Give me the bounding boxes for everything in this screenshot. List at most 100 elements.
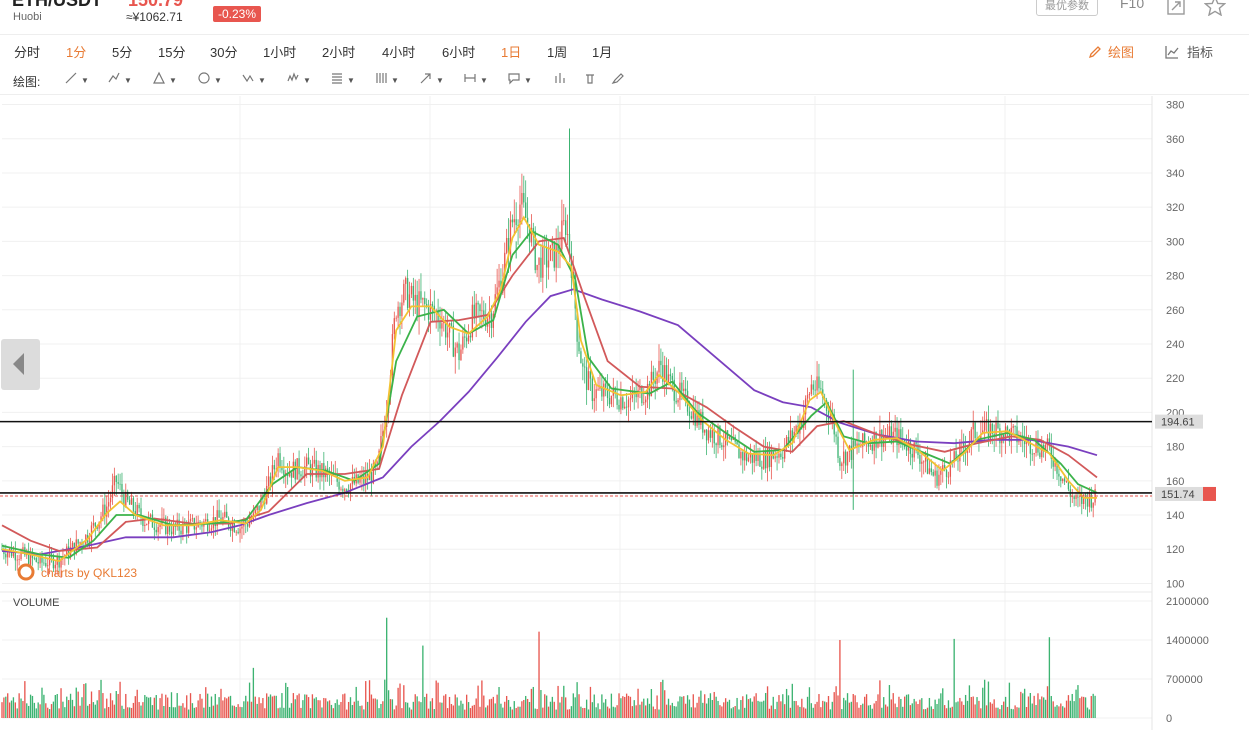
triangle-tool-button[interactable]: ▼ [152,71,177,86]
volume-bar [439,702,441,718]
tab-9[interactable]: 1日 [501,45,522,60]
tab-2[interactable]: 5分 [112,45,133,60]
circle-icon [198,72,210,84]
volume-bar [90,691,93,718]
fib-tool-button[interactable]: ▼ [330,71,355,86]
volume-bar [829,709,832,718]
volume-bar [942,688,944,718]
volume-bar [911,703,913,718]
measure-tool-button[interactable]: ▼ [463,71,488,86]
candle [639,379,641,399]
best-params-button[interactable]: 最优参数 [1036,0,1098,16]
delete-tool-button[interactable] [583,71,597,86]
candlestick-chart[interactable]: 3803603403203002802602402202001801601401… [0,96,1249,730]
candle [625,393,628,416]
draw-button[interactable]: 绘图 [1088,42,1134,61]
volume-bar [231,705,234,718]
circle-tool-button[interactable]: ▼ [197,71,222,86]
volume-bar [1086,707,1089,718]
tab-10[interactable]: 1周 [547,45,568,60]
volume-bar [48,709,51,718]
volume-bar [980,708,982,718]
candle [294,459,296,484]
volume-bar [532,686,534,718]
volume-bar [5,696,7,718]
candle [431,301,434,323]
wave-tool-button[interactable]: ▼ [286,71,311,86]
candle [947,471,950,485]
draw-button-label: 绘图 [1108,45,1135,60]
volume-bar [450,703,453,718]
volume-bar [355,686,357,718]
tab-0[interactable]: 分时 [14,45,41,60]
volume-bar [123,708,125,718]
tab-6[interactable]: 2小时 [322,45,356,60]
volume-bar [147,697,150,718]
volume-bar [850,701,853,718]
volume-bar [100,679,102,718]
candle [399,302,401,335]
tab-11[interactable]: 1月 [592,45,613,60]
candle [525,180,527,219]
tab-4[interactable]: 30分 [210,45,238,60]
volume-bar [784,704,786,718]
tab-3[interactable]: 15分 [158,45,186,60]
volume-bar [395,705,397,718]
chevron-down-icon: ▼ [347,76,355,85]
volume-bar [867,705,870,718]
tab-7[interactable]: 4小时 [382,45,416,60]
line-tool-button[interactable]: ▼ [64,71,89,86]
volume-bar [825,702,828,718]
multi-line-tool-button[interactable]: ▼ [107,71,132,86]
candle [1052,445,1054,479]
volume-bar [285,682,287,718]
volume-bar [374,698,376,718]
tab-5[interactable]: 1小时 [263,45,297,60]
expand-icon[interactable] [1166,0,1186,21]
volume-bar [983,679,986,718]
candle [290,472,293,488]
position-tool-button[interactable] [553,71,567,86]
arrow-tool-button[interactable]: ▼ [419,71,444,86]
candle [557,225,559,269]
tab-1[interactable]: 1分 [66,45,87,60]
volume-bar [75,687,77,718]
candle [768,441,771,472]
volume-tick: 700000 [1166,674,1203,686]
candle [37,554,39,571]
tab-8[interactable]: 6小时 [442,45,476,60]
chevron-down-icon: ▼ [480,76,488,85]
volume-bar [397,687,399,718]
volume-bar [1010,708,1012,718]
candle [1075,491,1077,507]
brush-tool-button[interactable] [611,71,625,86]
scroll-left-button[interactable] [1,339,40,390]
volume-bar [317,700,319,718]
candle [147,511,150,531]
volume-bar [1058,706,1060,718]
volume-bar [391,699,394,718]
volume-bar [427,708,430,718]
volume-bar [368,680,371,718]
pattern-tool-button[interactable]: ▼ [241,71,266,86]
volume-bar [252,667,255,718]
f10-button[interactable]: F10 [1120,0,1145,11]
volume-bar [566,709,569,718]
volume-bar [625,693,628,718]
candle [513,199,515,236]
indicator-button[interactable]: 指标 [1165,42,1213,61]
candle [808,391,811,400]
volume-bar [412,701,415,718]
volume-bar [595,707,597,718]
volume-bar [631,706,634,718]
comment-tool-button[interactable]: ▼ [507,71,532,86]
gann-tool-button[interactable]: ▼ [374,71,399,86]
volume-bar [87,705,89,718]
price-tick: 140 [1166,510,1184,522]
star-icon[interactable] [1203,0,1227,21]
volume-bar [406,702,409,718]
volume-bar [610,693,613,718]
volume-bar [643,698,645,718]
volume-bar [940,693,942,718]
volume-bar [745,694,748,718]
